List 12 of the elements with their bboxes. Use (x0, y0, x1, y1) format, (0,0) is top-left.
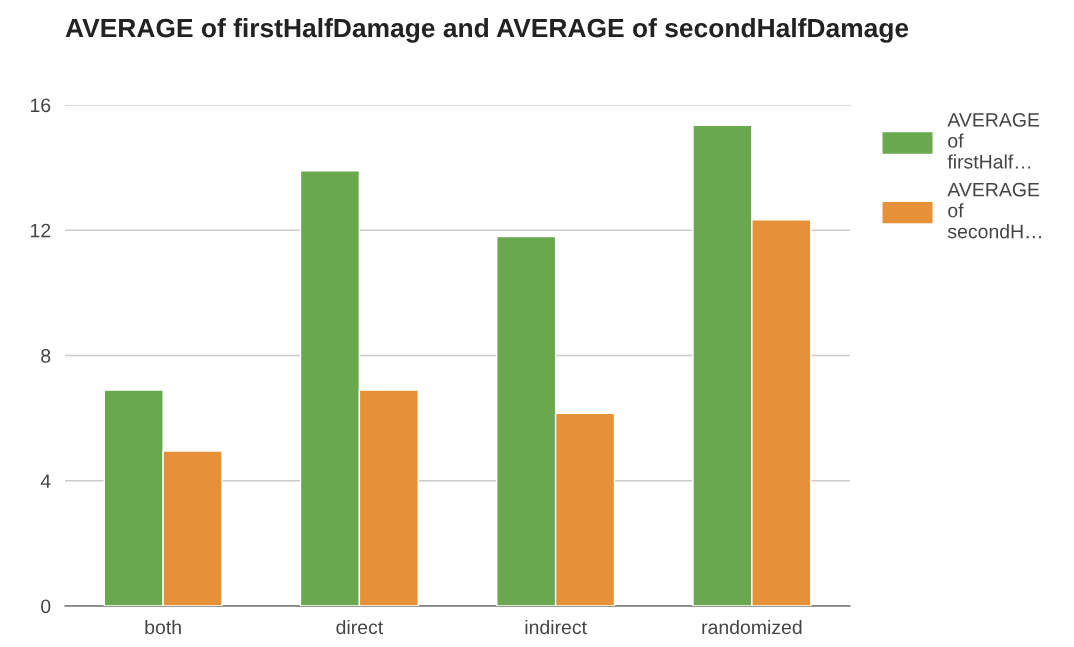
x-tick-label: direct (336, 619, 384, 635)
y-tick-label: 8 (41, 348, 51, 363)
legend-label: AVERAGE of firstHalf… (947, 112, 1040, 169)
x-tick-label: randomized (702, 619, 802, 635)
x-tick-label: both (145, 619, 181, 635)
y-tick-label: 12 (30, 223, 51, 238)
legend-label: AVERAGE of secondH… (947, 182, 1041, 239)
chart-title: AVERAGE of firstHalfDamage and AVERAGE of secondHalfDamage (65, 18, 909, 43)
y-tick-label: 4 (40, 474, 51, 488)
y-tick-label: 0 (41, 599, 51, 614)
x-tick-label: indirect (525, 619, 587, 635)
y-tick-label: 16 (30, 98, 51, 113)
